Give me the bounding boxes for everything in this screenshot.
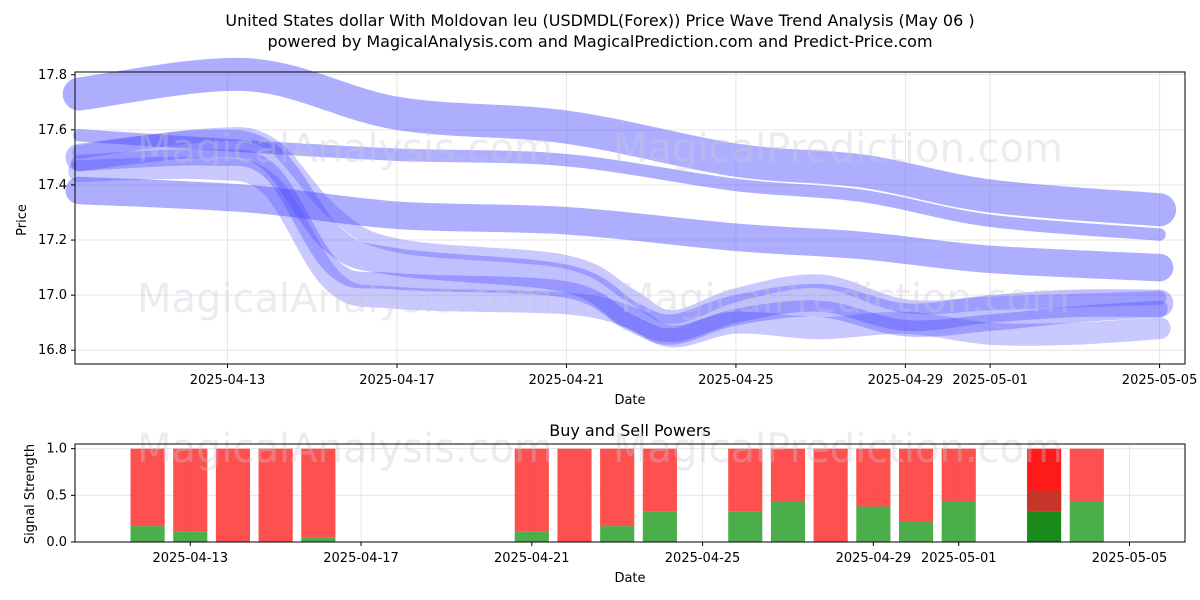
price-axes: 16.8 17.0 17.2 17.4 17.6 17.8 2025-04-13 2025-0… (38, 68, 1197, 388)
buy-bar (1069, 500, 1104, 542)
signal-x-tick-label: 2025-04-17 (323, 551, 399, 566)
buy-bar (600, 526, 635, 542)
buy-bar (642, 511, 677, 542)
price-y-tick-label: 17.0 (38, 288, 67, 303)
sell-bar (173, 448, 208, 532)
buy-bar (856, 506, 891, 542)
wave-band-front-wave-c (72, 127, 1167, 325)
price-y-axis-label: Price (15, 204, 30, 236)
signal-x-tick-label: 2025-05-05 (1092, 551, 1168, 566)
buy-bar (514, 531, 549, 542)
sell-bar-mix (1027, 490, 1062, 512)
signal-chart-title: Buy and Sell Powers (549, 421, 711, 440)
price-x-tick-label: 2025-04-13 (190, 373, 266, 388)
sell-bar (215, 448, 251, 542)
signal-bars (130, 448, 1104, 542)
watermark-mid-right: MagicalPrediction.com (620, 276, 1070, 322)
buy-bar (941, 500, 976, 542)
signal-axes: 0.0 0.5 1.0 2025-04-13 2025-04-17 2025-04-21 2… (46, 442, 1167, 566)
sell-bar (728, 448, 763, 512)
price-x-tick-label: 2025-04-29 (868, 373, 944, 388)
signal-x-tick-label: 2025-04-13 (152, 551, 228, 566)
price-y-tick-label: 17.2 (38, 233, 67, 248)
buy-bar (898, 521, 934, 542)
sell-bar (898, 448, 934, 522)
signal-plot-frame (74, 443, 1186, 543)
sell-bar (813, 448, 848, 542)
sell-bar (557, 448, 592, 542)
sell-bar (1069, 448, 1104, 501)
sell-bar (770, 448, 806, 501)
chart-title: United States dollar With Moldovan leu (… (225, 11, 974, 30)
price-x-tick-label: 2025-05-01 (952, 373, 1028, 388)
sell-bar (301, 448, 336, 538)
buy-bar (728, 511, 763, 542)
wave-band-lower-wave (68, 156, 1171, 348)
sell-bar (642, 448, 677, 512)
wave-band-front-wave-a (65, 129, 1174, 342)
wave-band-upper-wave (62, 57, 1177, 227)
price-plot-frame (74, 71, 1186, 365)
wave-band-front-wave-b (70, 148, 1168, 345)
sell-bar (600, 448, 635, 527)
wave-band-mid-upper-wave (73, 129, 1166, 241)
price-x-tick-label: 2025-04-21 (529, 373, 605, 388)
watermark-mid-left: MagicalAnalysis.com (137, 276, 553, 322)
watermark-bottom-left: MagicalAnalysis.com (137, 426, 553, 472)
signal-y-tick-label: 1.0 (46, 442, 67, 457)
signal-x-tick-label: 2025-04-25 (665, 551, 741, 566)
signal-x-tick-label: 2025-04-21 (494, 551, 570, 566)
watermark-top-right: MagicalPrediction.com (613, 126, 1063, 172)
buy-bar (130, 526, 165, 542)
price-y-tick-label: 17.8 (38, 68, 67, 83)
signal-y-tick-label: 0.0 (46, 535, 67, 550)
signal-y-tick-label: 0.5 (46, 488, 67, 503)
buy-bar (301, 537, 336, 542)
buy-bar (770, 500, 806, 542)
price-x-tick-label: 2025-04-25 (698, 373, 774, 388)
price-plot-background (75, 72, 1185, 364)
chart-subtitle: powered by MagicalAnalysis.com and Magic… (267, 32, 932, 51)
price-grid (75, 72, 1185, 364)
sell-bar (258, 448, 293, 542)
price-x-tick-label: 2025-05-05 (1122, 373, 1198, 388)
price-y-tick-label: 16.8 (38, 343, 67, 358)
wave-band-mid-wave (65, 176, 1174, 282)
sell-bar (514, 448, 549, 532)
watermark-bottom-right: MagicalPrediction.com (613, 426, 1063, 472)
price-wave-bands (62, 57, 1177, 348)
sell-bar (130, 448, 165, 527)
price-x-tick-label: 2025-04-17 (359, 373, 435, 388)
signal-x-tick-label: 2025-04-29 (836, 551, 912, 566)
buy-bar (173, 531, 208, 542)
price-x-axis-label: Date (614, 393, 645, 408)
price-y-tick-label: 17.6 (38, 123, 67, 138)
price-y-tick-label: 17.4 (38, 178, 67, 193)
signal-y-axis-label: Signal Strength (23, 444, 38, 544)
buy-bar (1027, 511, 1062, 542)
signal-x-tick-label: 2025-05-01 (921, 551, 997, 566)
sell-bar (856, 448, 891, 507)
watermark-top-left: MagicalAnalysis.com (137, 126, 553, 172)
sell-bar (941, 448, 976, 501)
signal-x-axis-label: Date (614, 571, 645, 586)
